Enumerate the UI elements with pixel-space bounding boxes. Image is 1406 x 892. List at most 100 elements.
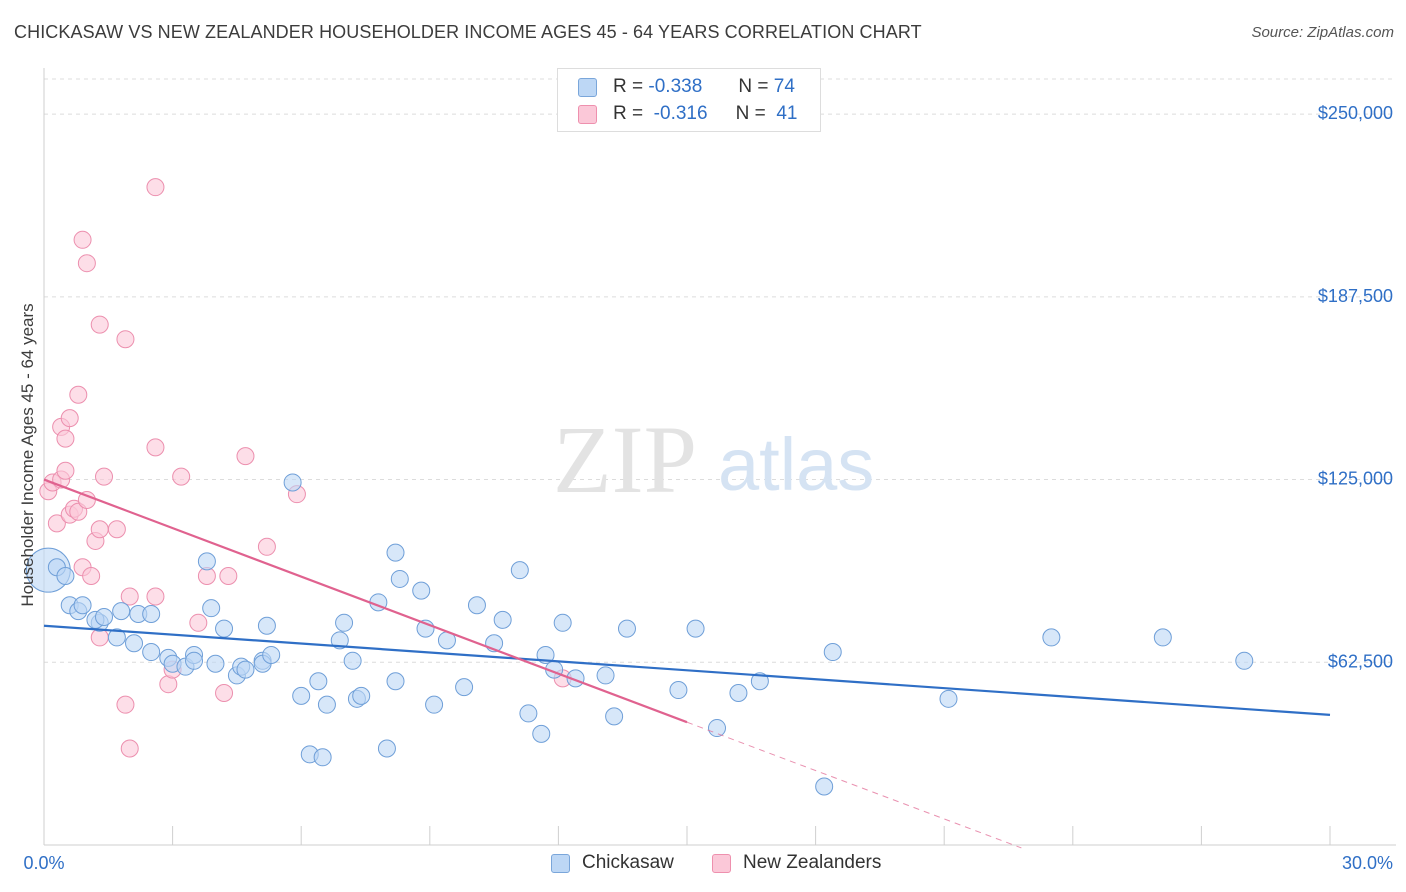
new-zealanders-point xyxy=(116,695,135,714)
new-zealanders-point xyxy=(120,587,139,606)
new-zealanders-point xyxy=(90,315,109,334)
legend-item-new-zealanders: New Zealanders xyxy=(712,852,881,874)
new-zealanders-point xyxy=(90,520,109,539)
chickasaw-point xyxy=(939,689,958,708)
chickasaw-point xyxy=(455,678,474,697)
y-axis-label: Householder Income Ages 45 - 64 years xyxy=(18,303,37,607)
chickasaw-point xyxy=(215,619,234,638)
chickasaw-point xyxy=(815,777,834,796)
chickasaw-point xyxy=(236,660,255,679)
legend-label-new-zealanders: New Zealanders xyxy=(743,852,882,873)
chickasaw-point xyxy=(686,619,705,638)
new-zealanders-points xyxy=(39,178,572,758)
chickasaw-point xyxy=(412,581,431,600)
r-label: R = xyxy=(613,76,644,97)
chickasaw-point xyxy=(112,602,131,621)
chickasaw-point xyxy=(519,704,538,723)
chickasaw-point xyxy=(1153,628,1172,647)
new-zealanders-point xyxy=(236,447,255,466)
y-tick-label: $125,000 xyxy=(1318,469,1393,489)
new-zealanders-trend-line xyxy=(43,478,688,724)
source-note: Source: ZipAtlas.com xyxy=(1251,24,1394,41)
chickasaw-r-value: -0.338 xyxy=(648,76,703,97)
chickasaw-point xyxy=(377,739,396,758)
chickasaw-point xyxy=(283,473,302,492)
new-zealanders-point xyxy=(56,461,75,480)
chickasaw-point xyxy=(729,683,748,702)
chickasaw-n-value: 74 xyxy=(773,76,795,97)
chickasaw-point xyxy=(317,695,336,714)
chickasaw-point xyxy=(185,651,204,670)
n-label: N = xyxy=(735,103,766,124)
chickasaw-point xyxy=(1235,651,1254,670)
new-zealanders-point xyxy=(77,254,96,273)
chickasaw-point xyxy=(386,543,405,562)
new-zealanders-point xyxy=(120,739,139,758)
chickasaw-point xyxy=(390,569,409,588)
new-zealanders-point xyxy=(146,178,165,197)
chickasaw-point xyxy=(313,748,332,767)
x-tick-label: 30.0% xyxy=(1342,853,1393,873)
y-tick-label: $250,000 xyxy=(1318,103,1393,123)
legend-row-new-zealanders: R = -0.316 N = 41 xyxy=(578,103,797,125)
chickasaw-point xyxy=(56,567,75,586)
chickasaw-point xyxy=(553,613,572,632)
new-zealanders-n-value: 41 xyxy=(776,103,798,124)
legend-row-chickasaw: R = -0.338 N = 74 xyxy=(578,76,795,98)
chickasaw-point xyxy=(1042,628,1061,647)
chickasaw-point xyxy=(335,613,354,632)
chickasaw-point xyxy=(750,672,769,691)
new-zealanders-point xyxy=(146,438,165,457)
new-zealanders-trend-extension xyxy=(686,721,1022,849)
chickasaw-point xyxy=(708,719,727,738)
new-zealanders-swatch xyxy=(712,853,731,873)
chickasaw-point xyxy=(823,643,842,662)
chickasaw-point xyxy=(343,651,362,670)
watermark-zip: ZIP xyxy=(553,406,697,513)
chickasaw-point xyxy=(197,552,216,571)
chickasaw-point xyxy=(532,724,551,743)
chickasaw-point xyxy=(262,645,281,664)
new-zealanders-point xyxy=(73,230,92,249)
chickasaw-swatch xyxy=(551,853,570,873)
chickasaw-point xyxy=(493,610,512,629)
r-label: R = xyxy=(613,103,644,124)
new-zealanders-point xyxy=(60,409,79,428)
chickasaw-point xyxy=(467,596,486,615)
new-zealanders-point xyxy=(257,537,276,556)
chickasaw-point xyxy=(142,643,161,662)
chickasaw-point xyxy=(605,707,624,726)
new-zealanders-point xyxy=(146,587,165,606)
chickasaw-point xyxy=(596,666,615,685)
chickasaw-point xyxy=(107,628,126,647)
new-zealanders-point xyxy=(219,567,238,586)
new-zealanders-point xyxy=(82,567,101,586)
new-zealanders-swatch xyxy=(578,104,597,124)
legend-label-chickasaw: Chickasaw xyxy=(582,852,674,873)
chickasaw-point xyxy=(257,616,276,635)
chickasaw-point xyxy=(330,631,349,650)
new-zealanders-point xyxy=(69,385,88,404)
chickasaw-points xyxy=(25,473,1254,796)
new-zealanders-point xyxy=(56,429,75,448)
chickasaw-point xyxy=(292,686,311,705)
chickasaw-point xyxy=(309,672,328,691)
chickasaw-point xyxy=(386,672,405,691)
chickasaw-point xyxy=(202,599,221,618)
watermark-atlas: atlas xyxy=(718,423,874,506)
y-tick-label: $62,500 xyxy=(1328,651,1393,671)
new-zealanders-point xyxy=(47,514,66,533)
new-zealanders-point xyxy=(215,683,234,702)
chickasaw-trend-line xyxy=(43,624,1331,716)
chickasaw-point xyxy=(352,686,371,705)
new-zealanders-point xyxy=(107,520,126,539)
chickasaw-point xyxy=(142,605,161,624)
n-label: N = xyxy=(738,76,769,97)
new-zealanders-point xyxy=(116,330,135,349)
new-zealanders-point xyxy=(189,613,208,632)
chickasaw-point xyxy=(669,681,688,700)
trend-lines xyxy=(43,478,1331,849)
chickasaw-point xyxy=(125,634,144,653)
chickasaw-point xyxy=(206,654,225,673)
